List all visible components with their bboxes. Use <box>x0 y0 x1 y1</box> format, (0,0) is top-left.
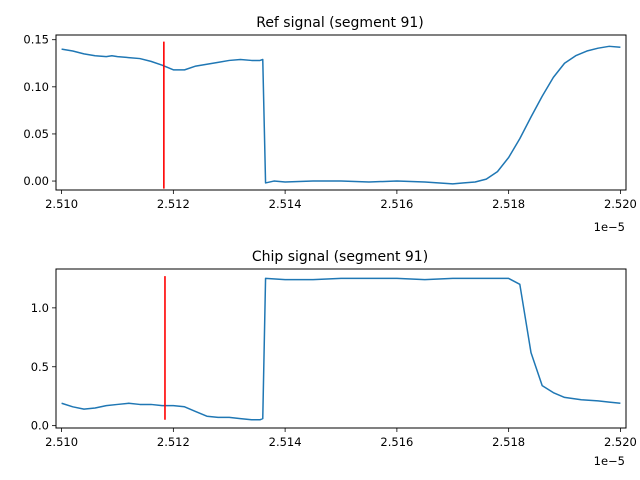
ref-signal-x-tick-label: 2.514 <box>269 197 302 211</box>
chip-signal-y-tick-label: 1.0 <box>31 301 49 315</box>
chip-signal-x-tick-label: 2.516 <box>380 435 413 449</box>
ref-signal-plot-frame <box>55 34 627 191</box>
ref-signal-y-tick-label: 0.10 <box>23 80 49 94</box>
chip-signal-x-tick-label: 2.518 <box>492 435 525 449</box>
ref-signal-y-tick-label: 0.00 <box>23 174 49 188</box>
chip-signal-x-offset-label: 1e−5 <box>594 454 625 468</box>
chip-signal-x-tick-label: 2.510 <box>45 435 78 449</box>
chip-signal-plot-frame <box>55 268 627 429</box>
ref-signal-x-tick-label: 2.512 <box>157 197 190 211</box>
chip-signal-y-tick-label: 0.5 <box>31 360 49 374</box>
ref-signal-x-offset-label: 1e−5 <box>594 220 625 234</box>
ref-signal-y-tick-label: 0.15 <box>23 33 49 47</box>
ref-signal-x-tick-label: 2.510 <box>45 197 78 211</box>
chip-signal-x-tick-label: 2.520 <box>604 435 637 449</box>
chip-signal-series-line <box>61 277 621 421</box>
chip-signal-y-tick-label: 0.0 <box>31 419 49 433</box>
chip-signal-x-tick-label: 2.512 <box>157 435 190 449</box>
ref-signal-y-tick-label: 0.05 <box>23 127 49 141</box>
ref-signal-title: Ref signal (segment 91) <box>256 15 424 31</box>
chip-signal-axes: Chip signal (segment 91) 2.510 2.512 2.514… <box>31 249 637 468</box>
chip-signal-x-tick-label: 2.514 <box>269 435 302 449</box>
ref-signal-x-tick-label: 2.518 <box>492 197 525 211</box>
ref-signal-x-tick-label: 2.520 <box>604 197 637 211</box>
ref-signal-axes: Ref signal (segment 91) 2.510 2.512 2.514 2… <box>23 15 636 234</box>
ref-signal-x-tick-label: 2.516 <box>380 197 413 211</box>
chip-signal-title: Chip signal (segment 91) <box>252 249 428 265</box>
ref-signal-series-line <box>61 45 621 185</box>
